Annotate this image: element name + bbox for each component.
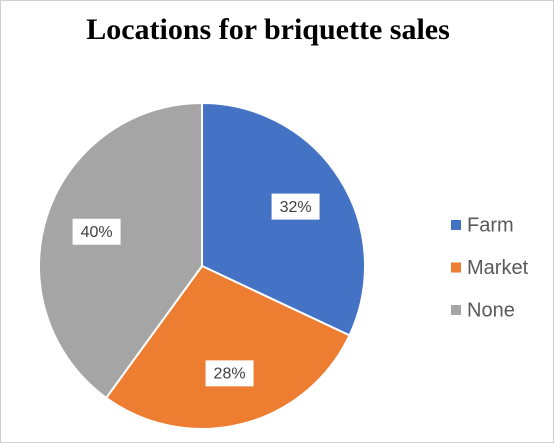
data-label-box [271, 193, 320, 220]
legend-label: None [467, 299, 515, 321]
legend-label: Market [467, 257, 529, 279]
pie-slice [104, 264, 351, 430]
legend-swatch [451, 220, 461, 230]
data-label-box [72, 218, 121, 245]
data-label-box [205, 360, 254, 387]
pie-slice [38, 101, 203, 400]
data-label: 28% [214, 366, 246, 383]
legend-label: Farm [467, 214, 514, 236]
data-label: 32% [280, 199, 312, 216]
chart-title: Locations for briquette sales [86, 13, 450, 46]
legend-swatch [451, 262, 461, 273]
legend-swatch [451, 305, 461, 315]
data-label: 40% [81, 224, 113, 241]
